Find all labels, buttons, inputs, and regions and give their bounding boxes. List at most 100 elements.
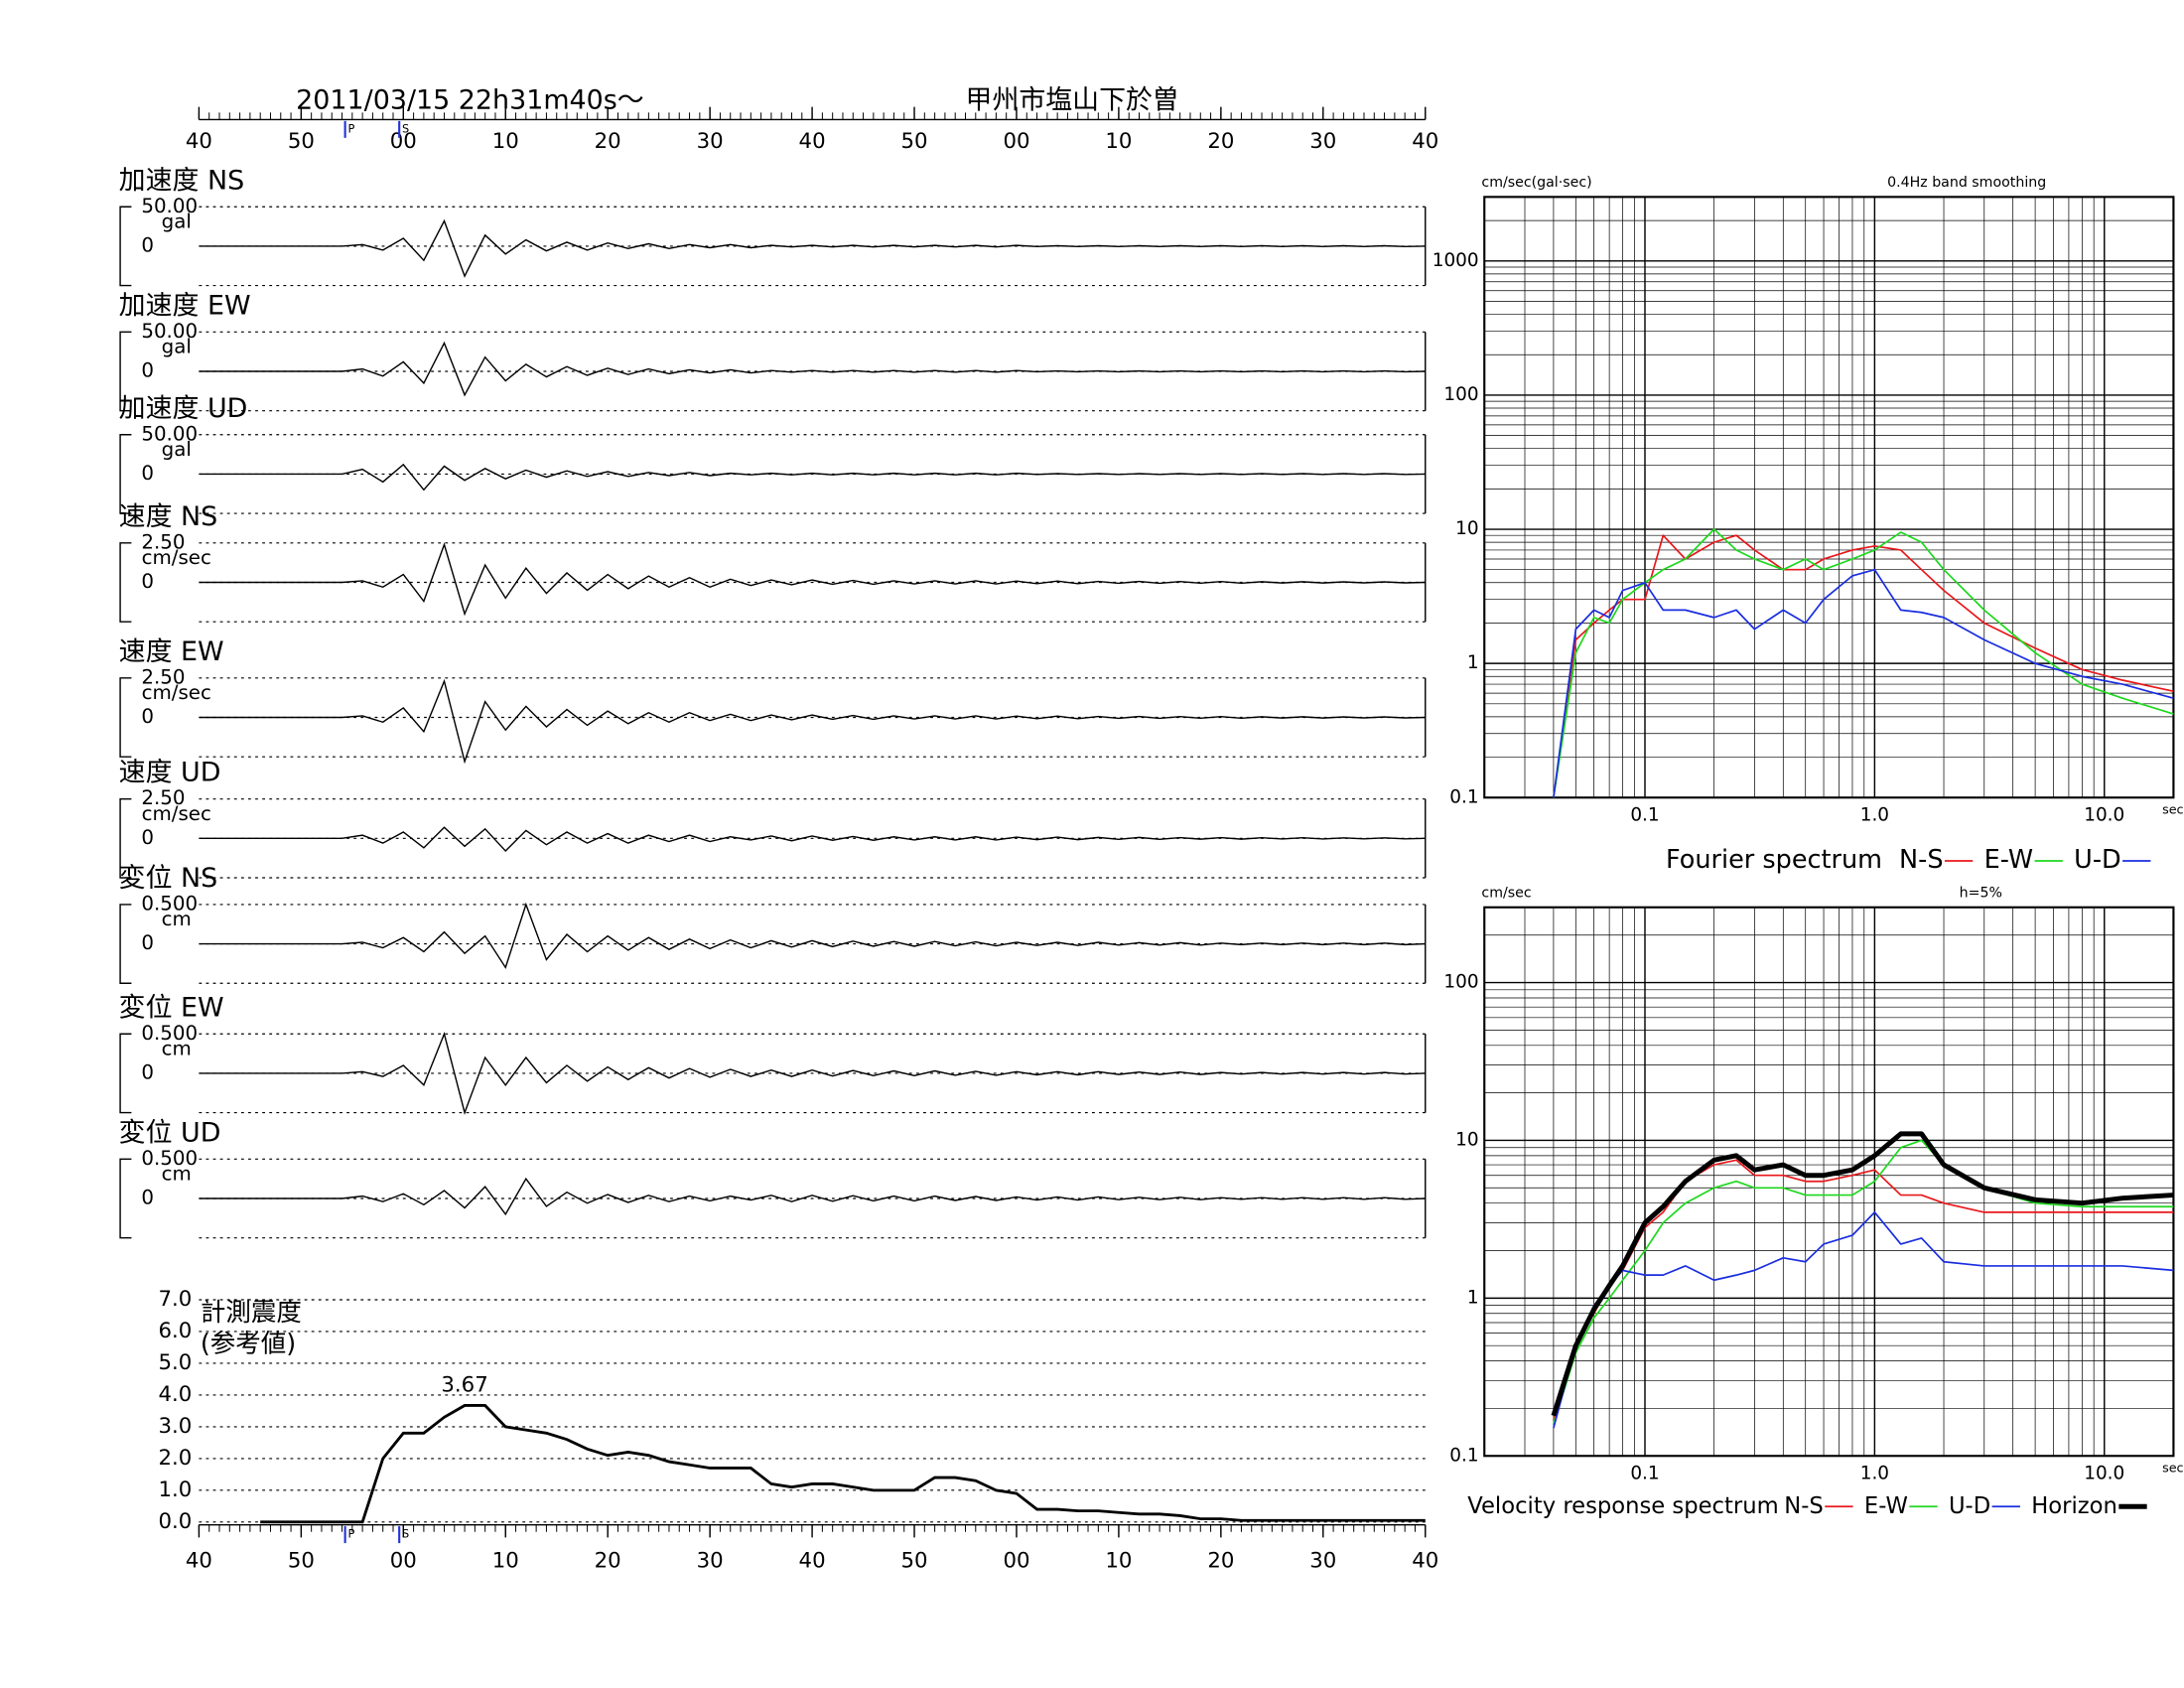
x-tick-label: 20: [1207, 129, 1234, 154]
panel-bracket: [119, 1033, 132, 1114]
x-tick-label: 40: [186, 129, 212, 154]
y-tick-label: 4.0: [159, 1382, 193, 1407]
waveform-trace: [199, 463, 1426, 492]
waveform-trace: [199, 341, 1426, 397]
panel-title: 加速度 UD: [119, 393, 248, 424]
x-tick-label: 10: [492, 1549, 519, 1574]
y-tick-label: 100: [1443, 384, 1478, 405]
x-tick-label: 40: [799, 129, 826, 154]
y-tick-label: 0.500: [141, 1022, 198, 1045]
y-tick-label: 50.00: [141, 320, 198, 343]
x-tick-label: 10: [492, 129, 519, 154]
legend-label: N-S: [1899, 845, 1943, 875]
panel-bracket: [119, 797, 132, 879]
y-tick-label: 0.1: [1449, 1445, 1478, 1466]
plot-note: 0.4Hz band smoothing: [1887, 175, 2046, 191]
panel-unit: cm/sec: [142, 802, 211, 825]
x-tick-label: 30: [697, 129, 724, 154]
waveform-trace: [199, 826, 1426, 853]
x-tick-label: 00: [390, 1549, 417, 1574]
panel-bracket: [119, 331, 132, 412]
y-tick-label: 0: [141, 462, 154, 485]
legend-label: E-W: [1984, 845, 2033, 875]
y-tick-label: 2.50: [141, 665, 185, 688]
x-tick-label: 40: [1412, 1549, 1438, 1574]
y-axis-label: cm/sec(gal·sec): [1481, 175, 1591, 191]
legend-label: Horizon: [2031, 1493, 2117, 1519]
y-tick-label: 0: [141, 359, 154, 382]
panel-unit: gal: [162, 335, 192, 357]
x-tick-label: 40: [799, 1549, 826, 1574]
panel-title: 速度 EW: [119, 636, 224, 667]
y-tick-label: 2.50: [141, 530, 185, 553]
station-name: 甲州市塩山下於曽: [966, 85, 1179, 116]
panel-unit: cm/sec: [142, 681, 211, 704]
x-axis-label: sec: [2162, 1462, 2184, 1477]
y-tick-label: 6.0: [159, 1319, 193, 1343]
panel-unit: cm: [162, 1037, 192, 1059]
y-tick-label: 0.500: [141, 892, 198, 914]
phase-label: S: [402, 1527, 409, 1541]
panel-bracket: [119, 677, 132, 758]
legend-label: N-S: [1784, 1493, 1824, 1519]
x-tick-label: 10.0: [2084, 1464, 2124, 1484]
plot-frame: [1483, 196, 2175, 799]
x-tick-label: 1.0: [1860, 805, 1889, 826]
plot-frame: [1483, 906, 2175, 1458]
panel-title: 変位 EW: [119, 992, 224, 1023]
x-tick-label: 00: [1003, 1549, 1029, 1574]
x-tick-label: 50: [288, 129, 315, 154]
panel-unit: gal: [162, 210, 192, 232]
x-tick-label: 00: [1003, 129, 1029, 154]
spectrum-line: [1551, 1131, 2174, 1417]
y-tick-label: 10: [1455, 1129, 1478, 1150]
y-tick-label: 0: [141, 826, 154, 849]
y-tick-label: 100: [1443, 972, 1478, 993]
record-title: 2011/03/15 22h31m40s～: [296, 85, 644, 116]
panel-unit: gal: [162, 438, 192, 461]
waveform-trace: [199, 1177, 1426, 1216]
x-tick-label: 20: [1207, 1549, 1234, 1574]
y-tick-label: 1: [1467, 1287, 1479, 1308]
intensity-trace: [260, 1404, 1426, 1524]
y-tick-label: 0: [141, 570, 154, 593]
panel-title: 速度 UD: [119, 758, 221, 788]
x-tick-label: 20: [595, 129, 621, 154]
intensity-title: 計測震度: [201, 1298, 302, 1328]
y-tick-label: 3.0: [159, 1414, 193, 1439]
y-tick-label: 50.00: [141, 195, 198, 217]
y-tick-label: 0: [141, 1060, 154, 1083]
y-tick-label: 1.0: [159, 1477, 193, 1502]
y-tick-label: 0.500: [141, 1147, 198, 1170]
panel-title: 加速度 EW: [119, 290, 251, 321]
x-tick-label: 50: [901, 129, 928, 154]
phase-label: P: [347, 121, 354, 135]
spectrum-line: [1553, 528, 2174, 798]
waveform-trace: [199, 218, 1426, 278]
x-tick-label: 50: [288, 1549, 315, 1574]
x-tick-label: 50: [901, 1549, 928, 1574]
y-tick-label: 2.0: [159, 1446, 193, 1471]
x-tick-label: 10: [1105, 129, 1132, 154]
panel-title: 加速度 NS: [119, 165, 244, 196]
spectrum-line: [1553, 568, 2174, 798]
x-axis-label: sec: [2162, 803, 2184, 818]
phase-label: S: [402, 121, 409, 135]
y-tick-label: 10: [1455, 518, 1478, 539]
waveform-trace: [199, 1031, 1426, 1115]
x-tick-label: 10.0: [2084, 805, 2124, 826]
x-tick-label: 30: [1309, 129, 1336, 154]
waveform-trace: [199, 542, 1426, 617]
y-tick-label: 0: [141, 233, 154, 256]
legend-title: Fourier spectrum: [1666, 845, 1882, 875]
x-tick-label: 00: [390, 129, 417, 154]
x-tick-label: 0.1: [1630, 805, 1659, 826]
peak-label: 3.67: [441, 1373, 487, 1398]
spectrum-line: [1553, 1139, 2174, 1425]
y-tick-label: 0.0: [159, 1509, 193, 1534]
panel-bracket: [119, 542, 132, 623]
panel-bracket: [119, 434, 132, 514]
y-tick-label: 0: [141, 931, 154, 954]
panel-title: 速度 NS: [119, 501, 218, 532]
